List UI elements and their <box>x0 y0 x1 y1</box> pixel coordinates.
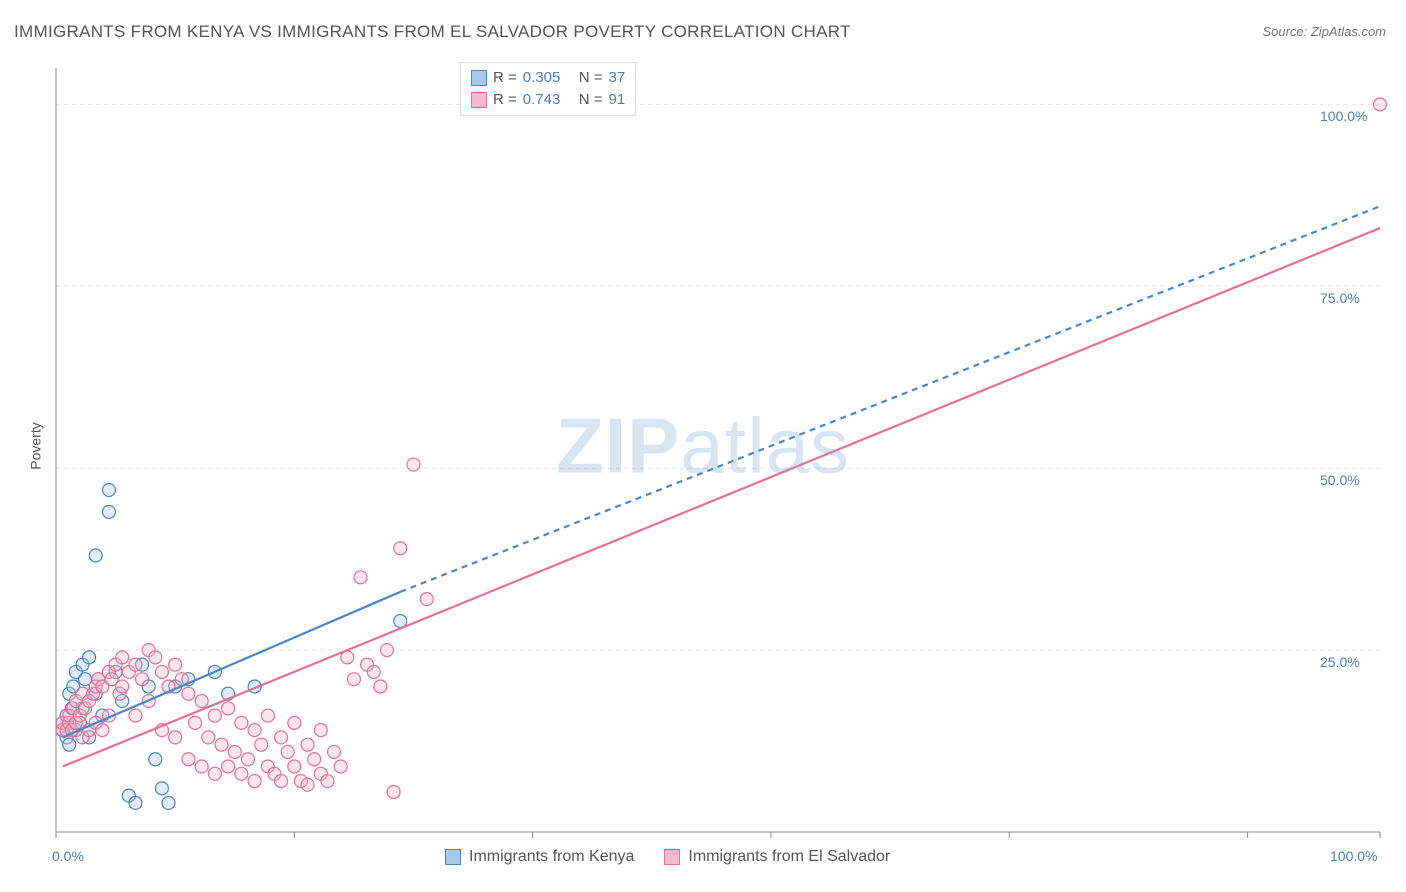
y-tick-label: 100.0% <box>1320 108 1367 124</box>
legend-swatch <box>664 849 680 865</box>
source-label: Source: ZipAtlas.com <box>1262 24 1386 39</box>
n-label: N = <box>579 89 603 111</box>
x-tick-label: 0.0% <box>52 848 84 864</box>
y-axis-label: Poverty <box>28 422 44 469</box>
scatter-plot <box>48 60 1388 840</box>
n-value: 91 <box>609 89 626 111</box>
legend-stats-row: R = 0.305 N = 37 <box>471 67 625 89</box>
legend-series-item: Immigrants from El Salvador <box>664 848 890 866</box>
legend-series: Immigrants from Kenya Immigrants from El … <box>445 848 890 866</box>
legend-series-label: Immigrants from Kenya <box>469 848 634 866</box>
y-tick-label: 75.0% <box>1320 290 1360 306</box>
r-value: 0.743 <box>523 89 573 111</box>
legend-swatch <box>471 70 487 86</box>
legend-series-item: Immigrants from Kenya <box>445 848 634 866</box>
r-label: R = <box>493 67 517 89</box>
n-label: N = <box>579 67 603 89</box>
legend-swatch <box>471 92 487 108</box>
r-value: 0.305 <box>523 67 573 89</box>
legend-series-label: Immigrants from El Salvador <box>688 848 890 866</box>
y-tick-label: 25.0% <box>1320 654 1360 670</box>
x-tick-label: 100.0% <box>1330 848 1377 864</box>
n-value: 37 <box>609 67 626 89</box>
y-tick-label: 50.0% <box>1320 472 1360 488</box>
legend-stats: R = 0.305 N = 37 R = 0.743 N = 91 <box>460 62 636 116</box>
chart-title: IMMIGRANTS FROM KENYA VS IMMIGRANTS FROM… <box>14 22 851 42</box>
legend-stats-row: R = 0.743 N = 91 <box>471 89 625 111</box>
r-label: R = <box>493 89 517 111</box>
legend-swatch <box>445 849 461 865</box>
